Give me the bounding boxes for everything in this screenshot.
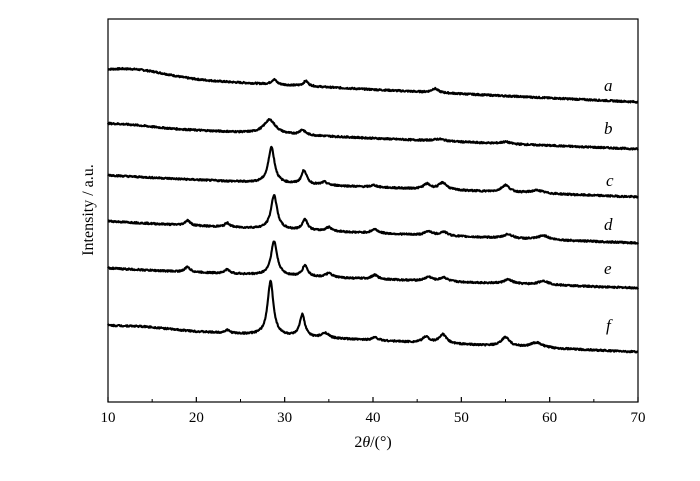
x-tick-label: 70	[631, 410, 646, 426]
series-line-a	[107, 66, 639, 104]
series-line-c	[107, 145, 639, 199]
x-tick-label: 20	[189, 410, 204, 426]
x-tick-label: 30	[277, 410, 292, 426]
series-line-d	[107, 194, 639, 245]
x-tick-label: 10	[101, 410, 116, 426]
series-traces	[107, 66, 639, 354]
x-tick-label: 50	[454, 410, 469, 426]
x-axis-label: 2θ/(°)	[354, 434, 391, 451]
series-line-f	[107, 279, 639, 354]
plot-frame	[107, 18, 639, 403]
series-label-f: f	[606, 316, 613, 335]
series-label-d: d	[604, 215, 613, 234]
series-label-b: b	[604, 119, 613, 138]
series-line-b	[107, 118, 639, 151]
series-label-e: e	[604, 259, 612, 278]
x-tick-label: 60	[542, 410, 557, 426]
series-labels: a b c d e f	[604, 76, 614, 335]
y-axis-label: Intensity / a.u.	[80, 164, 97, 256]
series-line-e	[107, 240, 639, 290]
x-tick-label: 40	[366, 410, 381, 426]
series-label-a: a	[604, 76, 613, 95]
x-axis-ticks: 10 20 30 40 50 60 70	[101, 397, 646, 426]
series-label-c: c	[606, 171, 614, 190]
